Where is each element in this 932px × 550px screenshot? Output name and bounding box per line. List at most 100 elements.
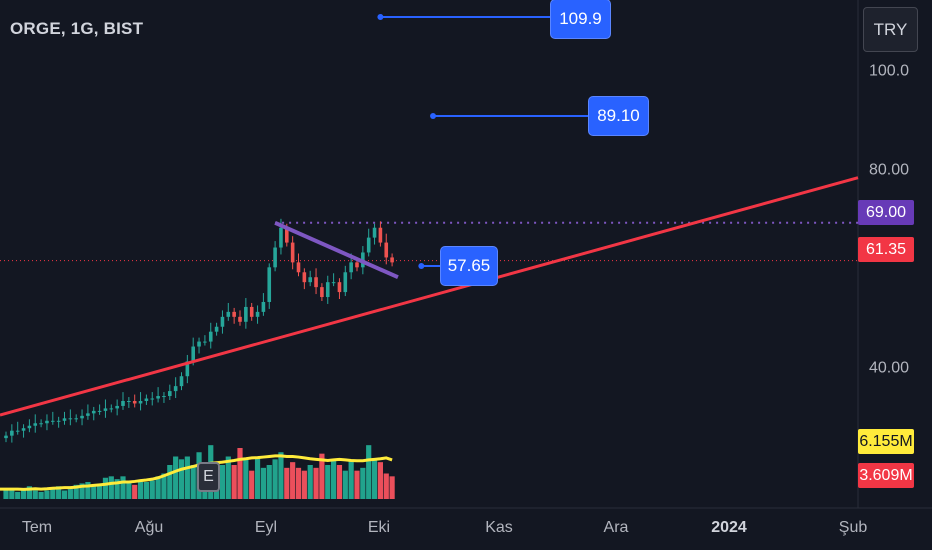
time-tick-label: Şub: [839, 519, 868, 536]
callout-anchor: [377, 14, 384, 20]
candle-body: [51, 420, 55, 422]
volume-bar: [9, 490, 15, 499]
ascending-trendline: [0, 176, 859, 417]
volume-bar: [167, 465, 173, 499]
candle-body: [132, 400, 137, 404]
volume-badge: 3.609M: [858, 463, 914, 488]
volume-bar: [313, 467, 319, 499]
volume-bar: [126, 480, 132, 499]
volume-bar: [284, 467, 290, 499]
candle-body: [238, 316, 242, 322]
volume-bar: [120, 476, 126, 499]
candle-body: [220, 316, 225, 327]
volume-bar: [184, 456, 190, 499]
candle-body: [150, 398, 155, 400]
candle-body: [168, 391, 172, 397]
candle-body: [127, 400, 131, 402]
resistance-price-badge: 69.00: [858, 200, 914, 225]
candle-body: [208, 331, 213, 342]
volume-bar: [15, 491, 21, 499]
candle-body: [62, 418, 67, 421]
candle-body: [21, 428, 26, 431]
volume-bar: [44, 490, 50, 499]
candle-body: [45, 420, 49, 424]
volume-bar: [366, 445, 372, 499]
volume-bar: [79, 483, 85, 499]
volume-bar: [73, 484, 79, 499]
candle-body: [86, 413, 90, 416]
volume-bar: [266, 465, 272, 499]
volume-bar: [155, 476, 161, 499]
volume-bar: [97, 484, 103, 499]
price-levels: [0, 221, 858, 262]
candle-body: [285, 227, 289, 243]
currency-button[interactable]: TRY: [863, 7, 918, 52]
volume-bar: [290, 462, 296, 499]
time-tick-label: Kas: [485, 519, 513, 536]
candle-body: [33, 423, 38, 426]
callout-target-mid[interactable]: 89.10: [588, 96, 649, 136]
volume-bar: [389, 476, 395, 499]
volume-bar: [307, 465, 313, 499]
volume-bar: [225, 456, 231, 499]
volume-bar: [173, 456, 179, 499]
volume-bar: [254, 456, 261, 499]
volume-bar: [161, 473, 167, 499]
drawings[interactable]: [0, 14, 859, 417]
volume-bar: [278, 452, 284, 499]
volume-bar: [342, 470, 348, 499]
price-tick-label: 80.00: [869, 161, 909, 178]
volume-bar: [178, 459, 185, 499]
volume-bar: [319, 453, 325, 499]
candle-body: [191, 346, 195, 362]
callout-target-high[interactable]: 109.9: [550, 0, 611, 39]
volume-bar: [336, 465, 343, 499]
time-tick-label: Tem: [22, 519, 52, 536]
volume-bar: [360, 467, 366, 499]
candle-body: [308, 277, 312, 283]
candle-body: [273, 247, 277, 268]
candle-body: [162, 396, 166, 398]
price-axis[interactable]: 100.0 80.00 40.00: [869, 62, 909, 376]
candle-body: [378, 227, 383, 243]
candle-body: [80, 415, 84, 419]
volume-bar: [137, 482, 144, 499]
candle-body: [203, 341, 207, 343]
symbol-title: ORGE, 1G, BIST: [10, 19, 144, 38]
volume-bar: [231, 465, 237, 499]
candle-body: [384, 242, 389, 258]
volume-bar: [260, 467, 266, 499]
candle-body: [267, 267, 272, 302]
candle-body: [314, 277, 318, 288]
time-tick-label: Eyl: [255, 519, 277, 536]
volume-bar: [50, 489, 56, 499]
volume-bar: [143, 482, 149, 499]
callout-support[interactable]: 57.65: [440, 246, 498, 286]
candle-body: [91, 410, 96, 414]
price-tick-label: 100.0: [869, 62, 909, 79]
candle-body: [97, 410, 102, 412]
candle-body: [39, 423, 43, 425]
callout-anchor: [430, 113, 437, 119]
candle-body: [197, 341, 201, 347]
volume-bar: [67, 489, 73, 499]
candle-body: [109, 408, 114, 410]
time-tick-label: 2024: [711, 519, 747, 536]
volume-bar: [295, 467, 302, 499]
candle-body: [185, 361, 190, 377]
time-axis[interactable]: Tem Ağu Eyl Eki Kas Ara 2024 Şub: [22, 519, 867, 536]
candle-body: [279, 227, 283, 248]
candle-body: [103, 408, 108, 411]
candle-body: [232, 311, 236, 317]
candle-body: [214, 326, 219, 332]
volume-bar: [102, 477, 109, 499]
volume-bar: [149, 480, 155, 499]
candle-body: [173, 386, 178, 392]
volume-ma-path: [0, 454, 393, 491]
candle-body: [325, 282, 330, 298]
volume-bar: [383, 473, 389, 499]
candle-body: [249, 306, 254, 317]
candle-body: [179, 376, 184, 387]
candle-body: [261, 301, 266, 312]
earnings-marker[interactable]: E: [197, 462, 220, 492]
